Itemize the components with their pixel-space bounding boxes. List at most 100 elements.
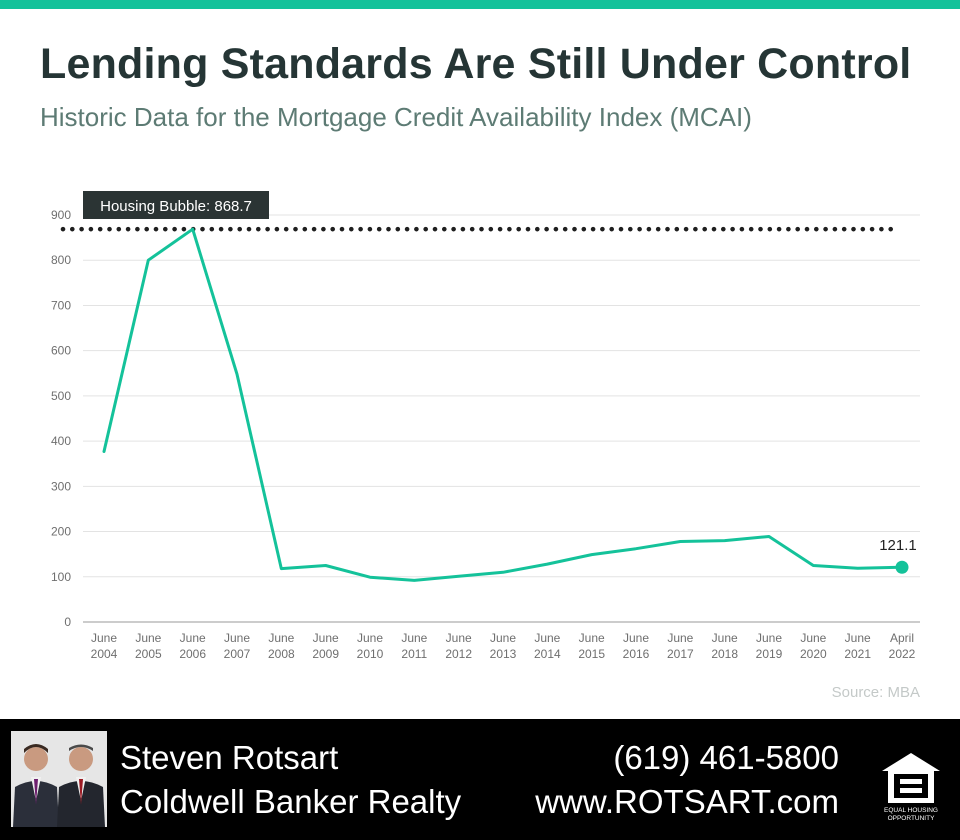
mcai-line-chart: 0 100 200 300 400 500 600 700 800 900 June 2004 June… [51,191,920,661]
page-title: Lending Standards Are Still Under Contro… [40,40,912,88]
top-accent-bar [0,0,960,9]
equal-housing-opportunity-logo: EQUAL HOUSING OPPORTUNITY [882,753,940,822]
x-tick-label-line1: June [91,631,117,645]
reference-line-dot [628,226,633,232]
reference-line-dot [274,226,280,232]
reference-line-dot [237,226,242,232]
reference-line-dot [637,226,642,232]
x-tick-label-line2: 2004 [91,647,118,661]
x-tick-label-line1: June [623,631,649,645]
agent-headshots [11,731,107,827]
reference-line-dot [144,226,149,232]
reference-line-dot [786,226,791,232]
reference-line-dot [823,226,828,232]
x-tick-label-line1: June [756,631,782,645]
reference-line-dot [163,226,168,232]
x-tick-label-line2: 2020 [800,647,827,661]
x-tick-label-line2: 2007 [224,647,251,661]
x-tick-label-line1: April [890,631,914,645]
reference-line-dot [562,226,568,232]
end-value-label: 121.1 [879,537,917,554]
reference-line-dot [776,226,782,232]
x-tick-label-line2: 2022 [889,647,916,661]
reference-line-dot [646,226,652,232]
x-tick-label-line1: June [534,631,560,645]
reference-line-dot [283,226,289,232]
reference-line-dot [702,226,707,232]
reference-line-dot [116,226,122,232]
reference-line-dot [88,226,94,232]
y-tick-label: 800 [51,253,71,267]
reference-line-dot [265,226,270,232]
phone-number[interactable]: (619) 461-5800 [613,739,839,776]
reference-line-dot [879,226,884,232]
reference-line-dot [553,226,559,232]
reference-line-dot [516,226,521,232]
reference-line-dot [311,226,317,232]
reference-line-dot [693,226,698,232]
reference-line-dot [572,226,577,232]
reference-line-dot [851,226,856,232]
housing-bubble-annotation-box [83,191,269,219]
reference-line-dot [888,226,893,232]
reference-line-dot [321,226,326,232]
reference-line-dot [293,226,298,232]
reference-line-dot [841,226,847,232]
company-name: Coldwell Banker Realty [120,783,462,820]
x-tick-label-line1: June [845,631,871,645]
reference-line-dot [739,226,745,232]
reference-line-dot [228,226,233,232]
reference-line-dot [795,226,800,232]
reference-line-dot [70,226,75,232]
reference-line-dot [814,226,819,232]
y-tick-label: 300 [51,479,71,493]
x-tick-label-line1: June [135,631,161,645]
reference-line-dot [665,226,670,232]
reference-line-dot [832,226,838,232]
x-tick-label-line2: 2012 [445,647,472,661]
reference-line-dot [535,226,540,232]
reference-line-dot [432,226,438,232]
x-tick-label-line2: 2008 [268,647,295,661]
logo-text-line-1: EQUAL HOUSING [884,807,938,814]
x-tick-label-line1: June [180,631,206,645]
reference-line-dot [869,226,875,232]
x-tick-label-line2: 2005 [135,647,162,661]
x-tick-label-line1: June [446,631,472,645]
reference-line-dot [488,226,494,232]
housing-bubble-annotation-label: Housing Bubble: 868.7 [100,198,252,215]
reference-line-dot [330,226,336,232]
reference-line-dot [349,226,354,232]
reference-line-dot [860,226,866,232]
footer-bar: Steven Rotsart Coldwell Banker Realty (6… [0,719,960,840]
end-point-marker [895,560,909,574]
reference-line-dot [497,226,503,232]
x-tick-label-line2: 2015 [578,647,605,661]
x-tick-label-line2: 2019 [756,647,783,661]
reference-line-dot [395,226,401,232]
reference-line-dot [469,226,475,232]
reference-line-dot [581,226,587,232]
agent-name: Steven Rotsart [120,739,339,776]
reference-line-dot [367,226,373,232]
x-tick-label-line1: June [313,631,339,645]
reference-line-dot [153,226,159,232]
reference-line-dot [404,226,410,232]
x-tick-label-line1: June [800,631,826,645]
reference-line-dot [97,226,103,232]
reference-line-dot [674,226,680,232]
reference-line-dot [414,226,419,232]
page-subtitle: Historic Data for the Mortgage Credit Av… [40,102,752,132]
reference-line-dot [683,226,689,232]
reference-line-dot [255,226,261,232]
y-tick-label: 0 [64,615,71,629]
reference-line-dot [60,226,66,232]
y-tick-label: 700 [51,298,71,312]
reference-line-dot [181,226,187,232]
website-link[interactable]: www.ROTSART.com [535,783,839,820]
reference-line-dot [590,226,596,232]
mcai-series-line [102,227,904,582]
x-tick-label-line2: 2010 [357,647,384,661]
reference-line-dot [302,226,308,232]
y-tick-label: 200 [51,525,71,539]
